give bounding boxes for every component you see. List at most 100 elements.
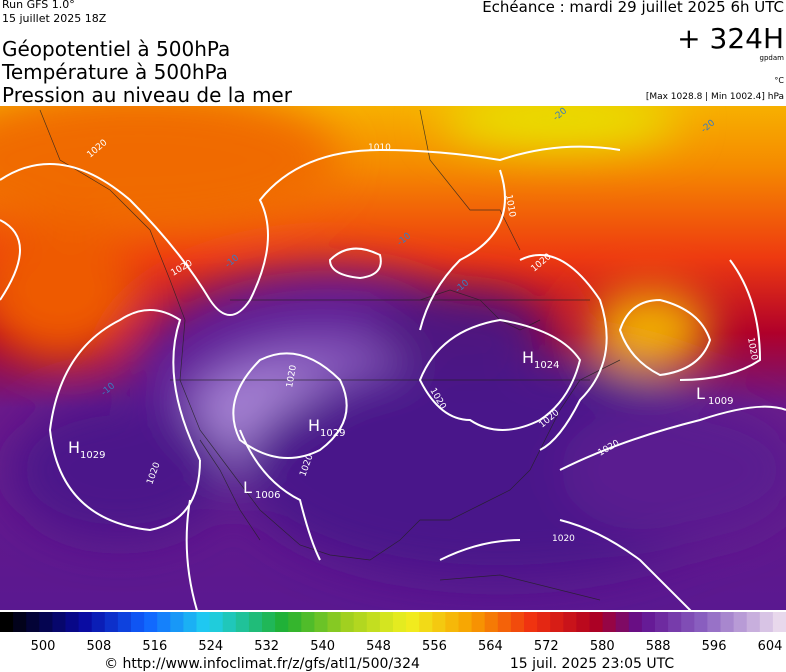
colorbar-swatch: [589, 612, 604, 632]
center-letter: H: [308, 416, 320, 435]
colorbar-swatch: [445, 612, 459, 632]
colorbar-swatch: [379, 612, 394, 632]
center-letter: L: [243, 478, 252, 497]
center-value: 1029: [80, 450, 105, 461]
isobar-label: 1020: [285, 364, 299, 389]
center-letter: H: [522, 348, 534, 367]
colorbar-swatch: [419, 612, 433, 632]
center-value: 1009: [708, 396, 733, 407]
colorbar-swatch: [157, 612, 171, 632]
title: Pression au niveau de la mer: [2, 83, 293, 107]
colorbar-swatch: [432, 612, 446, 632]
colorbar-swatch: [288, 612, 302, 632]
colorbar-swatch: [248, 612, 263, 632]
colorbar-swatch: [681, 612, 695, 632]
colorbar-swatch: [144, 612, 158, 632]
colorbar-tick-label: 556: [422, 639, 447, 654]
center-value: 1006: [255, 490, 280, 501]
colorbar-swatch: [104, 612, 119, 632]
colorbar-swatch: [196, 612, 211, 632]
colorbar-swatch: [209, 612, 224, 632]
pressure-range: [Max 1028.8 | Min 1002.4] hPa: [646, 92, 784, 102]
colorbar-swatch: [746, 612, 761, 632]
colorbar-swatch: [471, 612, 486, 632]
colorbar-tick-label: 596: [702, 639, 727, 654]
colorbar-tick-label: 604: [758, 639, 783, 654]
colorbar-swatch: [91, 612, 106, 632]
lead-time: + 324H: [677, 22, 784, 55]
colorbar-tick-label: 540: [310, 639, 335, 654]
center-value: 1024: [534, 360, 559, 371]
colorbar-swatch: [262, 612, 276, 632]
height-unit: gpdam: [760, 54, 785, 62]
colorbar-swatch: [759, 612, 774, 632]
colorbar-swatch: [576, 612, 590, 632]
colorbar-swatch: [222, 612, 237, 632]
colorbar-swatch: [393, 612, 407, 632]
colorbar-swatch: [497, 612, 512, 632]
colorbar-swatch: [183, 612, 197, 632]
colorbar-tick-label: 588: [646, 639, 671, 654]
colorbar-swatch: [458, 612, 473, 632]
colorbar-tick-label: 516: [142, 639, 167, 654]
center-letter: L: [696, 384, 705, 403]
colorbar-tick-label: 508: [87, 639, 112, 654]
colorbar-swatch: [641, 612, 656, 632]
colorbar-swatch: [0, 612, 14, 632]
colorbar-swatch: [628, 612, 643, 632]
colorbar-swatch: [510, 612, 525, 632]
colorbar-tick-label: 564: [478, 639, 503, 654]
timestamp: 15 juil. 2025 23:05 UTC: [510, 656, 675, 672]
colorbar-swatch: [78, 612, 93, 632]
isobar-label: 1020: [552, 534, 575, 544]
temp-unit: °C: [774, 76, 784, 85]
center-letter: H: [68, 438, 80, 457]
colorbar-swatch: [26, 612, 40, 632]
isobar-label: 1010: [368, 143, 391, 153]
colorbar-swatch: [602, 612, 617, 632]
colorbar-swatch: [314, 612, 328, 632]
colorbar-swatch: [550, 612, 564, 632]
colorbar-tick-label: 580: [590, 639, 615, 654]
forecast-time: Echéance : mardi 29 juillet 2025 6h UTC: [482, 0, 784, 16]
colorbar-swatch: [524, 612, 538, 632]
colorbar-swatch: [563, 612, 577, 632]
colorbar-swatch: [366, 612, 381, 632]
colorbar-tick-label: 500: [31, 639, 56, 654]
colorbar-swatch: [406, 612, 420, 632]
colorbar-swatch: [117, 612, 132, 632]
colorbar-swatch: [131, 612, 145, 632]
colorbar-swatch: [484, 612, 499, 632]
colorbar-swatch: [694, 612, 708, 632]
colorbar-swatch: [39, 612, 53, 632]
center-value: 1029: [320, 428, 345, 439]
title: Température à 500hPa: [1, 60, 228, 84]
colorbar-swatch: [327, 612, 342, 632]
isobar-label: 1010: [503, 194, 517, 219]
colorbar-swatch: [353, 612, 368, 632]
colorbar-swatch: [13, 612, 27, 632]
colorbar-swatch: [537, 612, 551, 632]
colorbar-swatch: [65, 612, 80, 632]
colorbar-swatch: [655, 612, 669, 632]
colorbar-swatch: [52, 612, 66, 632]
colorbar-swatch: [235, 612, 250, 632]
colorbar-tick-label: 548: [366, 639, 391, 654]
colorbar-tick-label: 572: [534, 639, 559, 654]
colorbar-swatch: [301, 612, 315, 632]
colorbar-swatch: [275, 612, 289, 632]
colorbar-swatch: [615, 612, 630, 632]
colorbar-swatch: [720, 612, 735, 632]
colorbar-tick-label: 532: [254, 639, 279, 654]
colorbar-swatch: [707, 612, 721, 632]
run-label: Run GFS 1.0°: [2, 0, 75, 11]
colorbar-swatch: [668, 612, 682, 632]
colorbar-swatch: [170, 612, 184, 632]
isobar-label: 1020: [745, 337, 759, 362]
source-url: © http://www.infoclimat.fr/z/gfs/atl1/50…: [104, 656, 420, 672]
colorbar-tick-label: 524: [198, 639, 223, 654]
colorbar-swatch: [772, 612, 786, 632]
